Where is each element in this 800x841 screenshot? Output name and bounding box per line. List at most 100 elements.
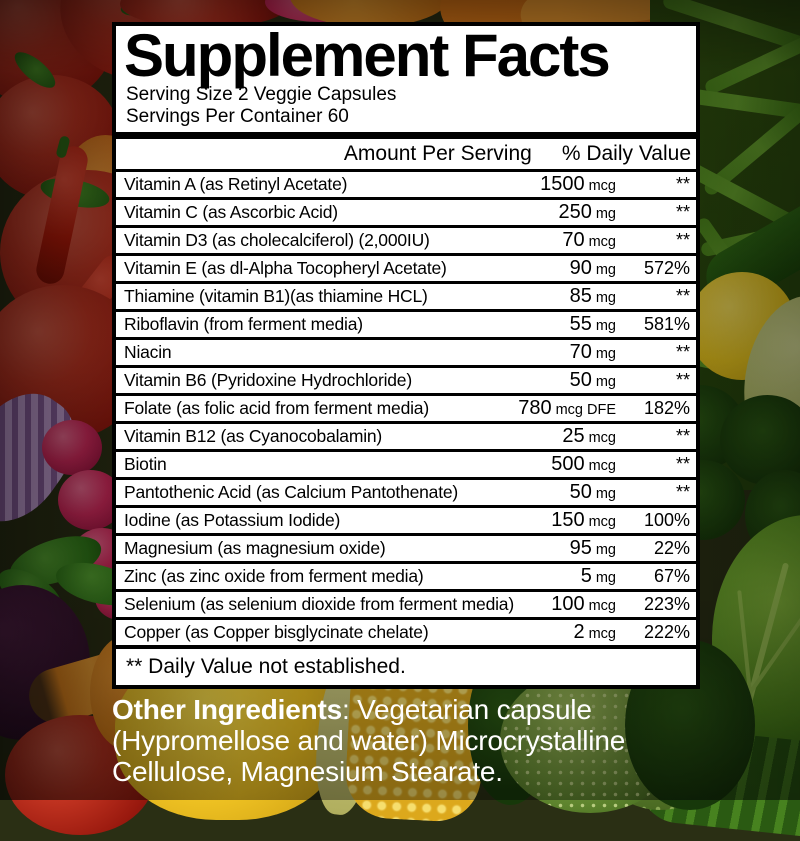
amount-value: 50 xyxy=(569,369,592,391)
daily-value-column-header: % Daily Value xyxy=(561,142,691,165)
nutrient-name: Pantothenic Acid (as Calcium Pantothenat… xyxy=(124,482,459,502)
table-row: Vitamin D3 (as cholecalciferol) (2,000IU… xyxy=(116,228,696,253)
amount-value: 90 xyxy=(569,257,592,279)
daily-value: 223% xyxy=(643,594,690,614)
daily-value: ** xyxy=(675,370,690,390)
amount-unit: mg xyxy=(595,318,616,334)
amount-unit: mg xyxy=(595,570,616,586)
other-ingredients-section: Other Ingredients: Vegetarian capsule (H… xyxy=(112,694,704,787)
daily-value: ** xyxy=(675,454,690,474)
daily-value: ** xyxy=(675,426,690,446)
nutrient-name: Selenium (as selenium dioxide from ferme… xyxy=(124,594,514,614)
amount-value: 70 xyxy=(569,341,592,363)
amount-unit: mg xyxy=(595,374,616,390)
amount-value: 50 xyxy=(569,481,592,503)
table-header-row: Amount Per Serving % Daily Value xyxy=(116,139,696,169)
nutrient-amount: 2 mcg xyxy=(573,621,616,644)
table-row: Vitamin C (as Ascorbic Acid) 250 mg ** xyxy=(116,200,696,225)
nutrient-amount: 500 mcg xyxy=(551,453,616,476)
nutrient-name: Vitamin B6 (Pyridoxine Hydrochloride) xyxy=(124,370,412,390)
amount-unit: mg xyxy=(595,290,616,306)
amount-value: 2 xyxy=(573,621,585,643)
panel-title: Supplement Facts xyxy=(124,22,611,89)
daily-value: ** xyxy=(675,342,690,362)
daily-value: ** xyxy=(675,286,690,306)
table-row: Vitamin B12 (as Cyanocobalamin) 25 mcg ** xyxy=(116,424,696,449)
footnote-text: ** Daily Value not established. xyxy=(126,655,406,678)
serving-size-text: Serving Size 2 Veggie Capsules xyxy=(126,84,397,105)
amount-value: 500 xyxy=(551,453,585,475)
footnote-box: ** Daily Value not established. xyxy=(116,649,696,685)
nutrient-amount: 25 mcg xyxy=(562,425,616,448)
nutrient-name: Magnesium (as magnesium oxide) xyxy=(124,538,386,558)
daily-value: ** xyxy=(675,174,690,194)
amount-value: 250 xyxy=(558,201,592,223)
nutrient-amount: 50 mg xyxy=(570,369,616,392)
nutrient-amount: 780 mcg DFE xyxy=(518,397,616,420)
table-row: Magnesium (as magnesium oxide) 95 mg 22% xyxy=(116,536,696,561)
daily-value: 67% xyxy=(653,566,690,586)
daily-value: 182% xyxy=(643,398,690,418)
table-row: Biotin 500 mcg ** xyxy=(116,452,696,477)
nutrient-amount: 100 mcg xyxy=(551,593,616,616)
table-row: Vitamin E (as dl-Alpha Tocopheryl Acetat… xyxy=(116,256,696,281)
daily-value: ** xyxy=(675,230,690,250)
amount-unit: mg xyxy=(595,346,616,362)
nutrient-name: Vitamin D3 (as cholecalciferol) (2,000IU… xyxy=(124,230,430,250)
daily-value: 22% xyxy=(653,538,690,558)
amount-value: 25 xyxy=(562,425,585,447)
nutrient-name: Vitamin B12 (as Cyanocobalamin) xyxy=(124,426,383,446)
nutrient-name: Thiamine (vitamin B1)(as thiamine HCL) xyxy=(124,286,428,306)
daily-value: 572% xyxy=(643,258,690,278)
table-row: Thiamine (vitamin B1)(as thiamine HCL) 8… xyxy=(116,284,696,309)
nutrient-amount: 150 mcg xyxy=(551,509,616,532)
table-row: Pantothenic Acid (as Calcium Pantothenat… xyxy=(116,480,696,505)
amount-column-header: Amount Per Serving xyxy=(343,142,532,165)
table-row: Vitamin B6 (Pyridoxine Hydrochloride) 50… xyxy=(116,368,696,393)
nutrient-amount: 55 mg xyxy=(570,313,616,336)
table-row: Niacin 70 mg ** xyxy=(116,340,696,365)
nutrient-amount: 90 mg xyxy=(570,257,616,280)
amount-value: 780 xyxy=(518,397,552,419)
amount-value: 5 xyxy=(580,565,592,587)
nutrient-amount: 70 mg xyxy=(570,341,616,364)
daily-value: 581% xyxy=(643,314,690,334)
nutrient-amount: 1500 mcg xyxy=(540,173,616,196)
amount-unit: mg xyxy=(595,486,616,502)
daily-value: 222% xyxy=(643,622,690,642)
amount-unit: mcg xyxy=(588,458,616,474)
amount-unit: mcg xyxy=(588,430,616,446)
table-row: Selenium (as selenium dioxide from ferme… xyxy=(116,592,696,617)
nutrient-name: Niacin xyxy=(124,342,172,362)
table-row: Folate (as folic acid from ferment media… xyxy=(116,396,696,421)
other-ingredients-text: : Vegetarian capsule (Hypromellose and w… xyxy=(112,694,626,787)
amount-unit: mg xyxy=(595,206,616,222)
amount-value: 150 xyxy=(551,509,585,531)
table-row: Iodine (as Potassium Iodide) 150 mcg 100% xyxy=(116,508,696,533)
amount-unit: mcg xyxy=(588,514,616,530)
nutrient-name: Vitamin E (as dl-Alpha Tocopheryl Acetat… xyxy=(124,258,447,278)
nutrient-amount: 250 mg xyxy=(558,201,616,224)
table-row: Vitamin A (as Retinyl Acetate) 1500 mcg *… xyxy=(116,172,696,197)
nutrient-name: Copper (as Copper bisglycinate chelate) xyxy=(124,622,429,642)
amount-value: 55 xyxy=(569,313,592,335)
nutrient-name: Zinc (as zinc oxide from ferment media) xyxy=(124,566,424,586)
servings-per-container-text: Servings Per Container 60 xyxy=(126,106,349,127)
nutrient-name: Vitamin C (as Ascorbic Acid) xyxy=(124,202,338,222)
amount-unit: mcg xyxy=(588,598,616,614)
amount-unit: mcg xyxy=(588,234,616,250)
amount-value: 95 xyxy=(569,537,592,559)
amount-unit: mcg xyxy=(588,626,616,642)
other-ingredients-heading: Other Ingredients xyxy=(112,694,342,725)
nutrient-amount: 95 mg xyxy=(570,537,616,560)
nutrient-name: Biotin xyxy=(124,454,167,474)
amount-unit: mcg xyxy=(588,178,616,194)
amount-value: 100 xyxy=(551,593,585,615)
nutrient-name: Riboflavin (from ferment media) xyxy=(124,314,363,334)
nutrient-name: Vitamin A (as Retinyl Acetate) xyxy=(124,174,348,194)
daily-value: 100% xyxy=(643,510,690,530)
nutrient-amount: 70 mcg xyxy=(562,229,616,252)
amount-value: 85 xyxy=(569,285,592,307)
table-row: Copper (as Copper bisglycinate chelate) … xyxy=(116,620,696,645)
nutrient-name: Folate (as folic acid from ferment media… xyxy=(124,398,429,418)
